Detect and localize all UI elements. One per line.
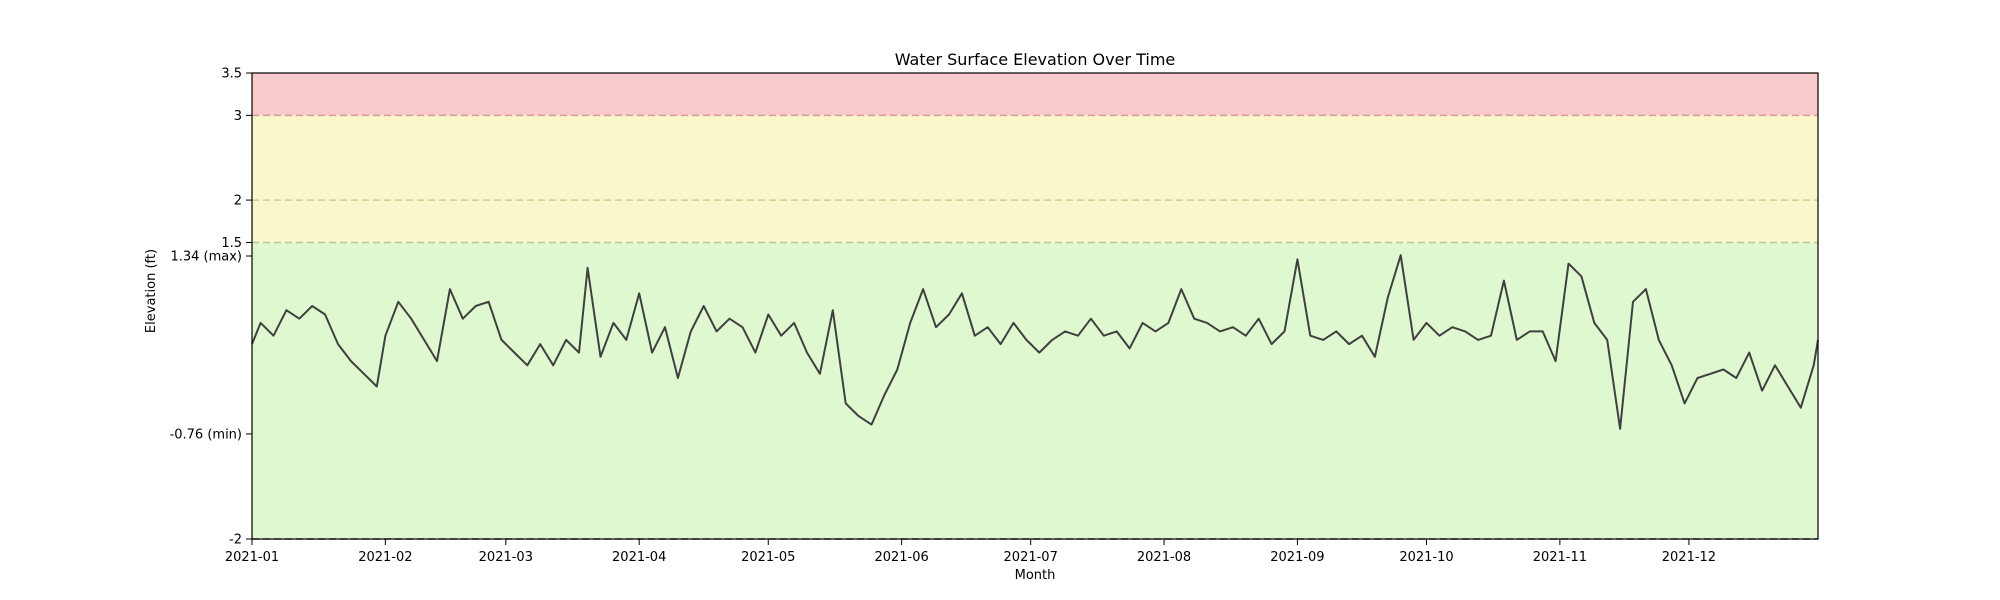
x-tick-label: 2021-11	[1533, 550, 1587, 565]
x-tick-label: 2021-05	[741, 550, 795, 565]
threshold-bands	[252, 73, 1818, 540]
x-axis: 2021-01 2021-02 2021-03 2021-04 2021-05 2021-…	[225, 539, 1716, 565]
y-tick-label: 3.5	[221, 67, 242, 82]
x-axis-label: Month	[1015, 568, 1056, 583]
series-layer	[251, 254, 1819, 430]
x-tick-label: 2021-09	[1270, 550, 1324, 565]
x-tick-label: 2021-04	[612, 550, 666, 565]
y-tick-label: -0.76 (min)	[170, 427, 242, 442]
x-tick-label: 2021-08	[1137, 550, 1191, 565]
x-tick-label: 2021-02	[358, 550, 412, 565]
band-0	[252, 242, 1818, 540]
x-tick-label: 2021-07	[1004, 550, 1058, 565]
x-tick-label: 2021-10	[1399, 550, 1453, 565]
y-tick-label: 2	[234, 194, 242, 209]
y-tick-label: 3	[234, 109, 242, 124]
y-tick-label: 1.34 (max)	[170, 250, 242, 265]
x-tick-label: 2021-12	[1662, 550, 1716, 565]
y-tick-label: 1.5	[221, 236, 242, 251]
chart-title: Water Surface Elevation Over Time	[895, 50, 1176, 69]
x-tick-label: 2021-06	[874, 550, 928, 565]
x-tick-label: 2021-01	[225, 550, 279, 565]
y-tick-label: -2	[229, 533, 242, 548]
x-tick-label: 2021-03	[479, 550, 533, 565]
y-axis-label: Elevation (ft)	[144, 249, 159, 333]
series-line-0	[251, 254, 1819, 430]
band-2	[252, 73, 1818, 116]
y-axis: -2 -0.76 (min) 1.34 (max)1.5 2 3 3.5	[170, 67, 252, 548]
band-1	[252, 115, 1818, 243]
plot-frame	[251, 72, 1819, 540]
